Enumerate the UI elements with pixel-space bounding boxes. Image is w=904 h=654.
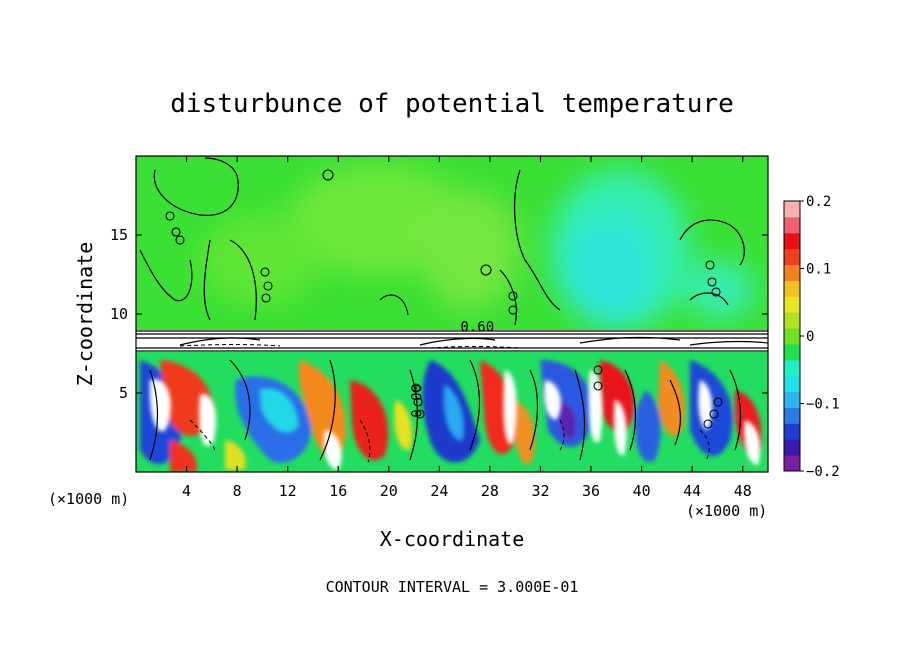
contour-rings	[165, 169, 723, 429]
colorbar-swatch	[784, 391, 800, 408]
white-filament	[614, 400, 627, 456]
cyan-patch	[565, 215, 655, 325]
orange-eddy	[658, 360, 685, 436]
x-tick-label: 44	[683, 482, 701, 500]
x-tick-label: 24	[430, 482, 448, 500]
yellow-eddy	[394, 400, 412, 451]
x-tick-label: 32	[531, 482, 549, 500]
light-green-patch	[420, 190, 520, 310]
contour-interval-note: CONTOUR INTERVAL = 3.000E-01	[326, 578, 579, 596]
x-tick-label: 4	[182, 482, 191, 500]
yellow-eddy	[225, 440, 246, 470]
contour-value-label: 0.00	[410, 384, 426, 418]
colorbar-swatch	[784, 232, 800, 250]
x-tick-label: 20	[380, 482, 398, 500]
white-filament	[199, 394, 217, 447]
x-tick-label: 48	[734, 482, 752, 500]
colorbar-swatch	[784, 375, 800, 393]
chart-title: disturbunce of potential temperature	[170, 89, 734, 119]
z-tick-label: 5	[119, 384, 128, 402]
contour-lines	[139, 157, 768, 461]
white-filament	[503, 370, 517, 445]
colorbar-swatch	[784, 455, 800, 472]
red-eddy	[160, 360, 212, 437]
colorbar-swatch	[784, 423, 800, 440]
colorbar-swatch	[784, 407, 800, 424]
z-tick-label: 10	[110, 305, 128, 323]
white-filament	[698, 380, 713, 430]
colorbar-swatch	[784, 248, 800, 266]
colorbar-swatch	[784, 216, 800, 234]
y-axis-label: Z-coordinate	[73, 242, 97, 387]
white-filament	[744, 420, 761, 465]
colorbar-swatch	[784, 328, 800, 345]
x-tick-label: 16	[329, 482, 347, 500]
white-filament	[588, 370, 603, 443]
colorbar-tick-label: −0.1	[806, 397, 840, 413]
x-tick-label: 12	[279, 482, 297, 500]
red-eddy	[600, 360, 635, 432]
z-tick-label: 15	[110, 226, 128, 244]
colorbar-tick-label: 0.2	[806, 194, 831, 210]
colorbar-swatch	[784, 201, 800, 218]
colorbar: 0.2 0.1 0 −0.1 −0.2	[783, 194, 840, 480]
purple-eddy	[558, 400, 576, 440]
colorbar-tick-label: 0	[806, 329, 814, 345]
colorbar-tick-label: −0.2	[806, 464, 840, 480]
x-tick-label: 28	[481, 482, 499, 500]
cyan-eddy	[260, 389, 298, 433]
colorbar-swatch	[784, 439, 800, 456]
z-unit-label: (×1000 m)	[686, 502, 767, 520]
x-unit-label: (×1000 m)	[48, 490, 129, 508]
x-tick-label: 8	[233, 482, 242, 500]
red-eddy	[350, 380, 389, 461]
red-eddy	[170, 440, 197, 472]
contour-label-layer: 0.60 0.00	[410, 319, 494, 417]
white-filament	[544, 380, 561, 420]
orange-eddy	[298, 360, 346, 457]
x-tick-label: 36	[582, 482, 600, 500]
colorbar-tick-label: 0.1	[806, 262, 831, 278]
colorbar-swatch	[784, 312, 800, 329]
plot-area	[136, 156, 768, 472]
x-tick-label: 40	[633, 482, 651, 500]
colorbar-swatch	[784, 343, 800, 361]
colorbar-swatch	[784, 264, 800, 281]
colorbar-swatch	[784, 359, 800, 377]
contour-value-label: 0.60	[460, 319, 494, 335]
colorbar-swatch	[784, 296, 800, 313]
light-green-patch	[200, 215, 320, 305]
cyan-eddy	[444, 385, 464, 440]
contour-dashes	[179, 344, 710, 463]
colorbar-swatch	[784, 280, 800, 297]
blue-eddy	[634, 390, 661, 462]
x-axis-label: X-coordinate	[380, 527, 525, 551]
